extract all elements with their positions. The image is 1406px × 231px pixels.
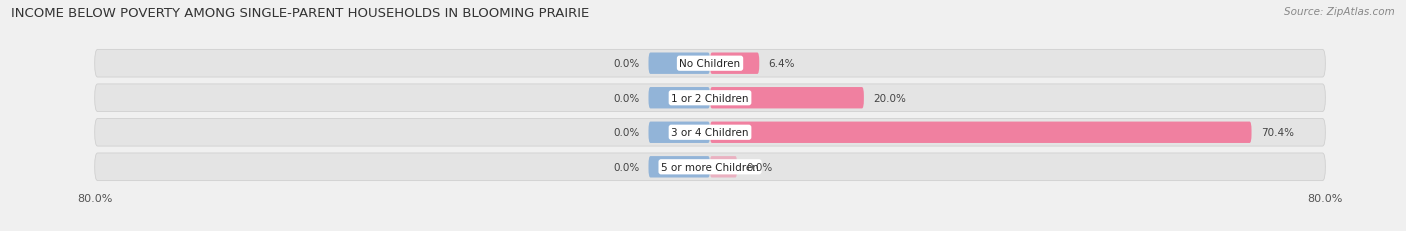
- Text: 20.0%: 20.0%: [873, 93, 905, 103]
- FancyBboxPatch shape: [710, 122, 1251, 143]
- FancyBboxPatch shape: [648, 53, 710, 75]
- FancyBboxPatch shape: [94, 153, 1326, 181]
- Text: 3 or 4 Children: 3 or 4 Children: [671, 128, 749, 138]
- FancyBboxPatch shape: [94, 85, 1326, 112]
- FancyBboxPatch shape: [94, 119, 1326, 146]
- Text: 0.0%: 0.0%: [613, 59, 640, 69]
- FancyBboxPatch shape: [94, 50, 1326, 78]
- Text: No Children: No Children: [679, 59, 741, 69]
- Text: 0.0%: 0.0%: [613, 162, 640, 172]
- Text: INCOME BELOW POVERTY AMONG SINGLE-PARENT HOUSEHOLDS IN BLOOMING PRAIRIE: INCOME BELOW POVERTY AMONG SINGLE-PARENT…: [11, 7, 589, 20]
- FancyBboxPatch shape: [648, 88, 710, 109]
- Text: 70.4%: 70.4%: [1261, 128, 1294, 138]
- FancyBboxPatch shape: [710, 53, 759, 75]
- FancyBboxPatch shape: [648, 156, 710, 178]
- FancyBboxPatch shape: [710, 88, 863, 109]
- Text: 5 or more Children: 5 or more Children: [661, 162, 759, 172]
- Text: Source: ZipAtlas.com: Source: ZipAtlas.com: [1284, 7, 1395, 17]
- Text: 1 or 2 Children: 1 or 2 Children: [671, 93, 749, 103]
- Text: 0.0%: 0.0%: [613, 128, 640, 138]
- Text: 0.0%: 0.0%: [747, 162, 772, 172]
- Text: 6.4%: 6.4%: [769, 59, 794, 69]
- FancyBboxPatch shape: [648, 122, 710, 143]
- FancyBboxPatch shape: [710, 156, 737, 178]
- Text: 0.0%: 0.0%: [613, 93, 640, 103]
